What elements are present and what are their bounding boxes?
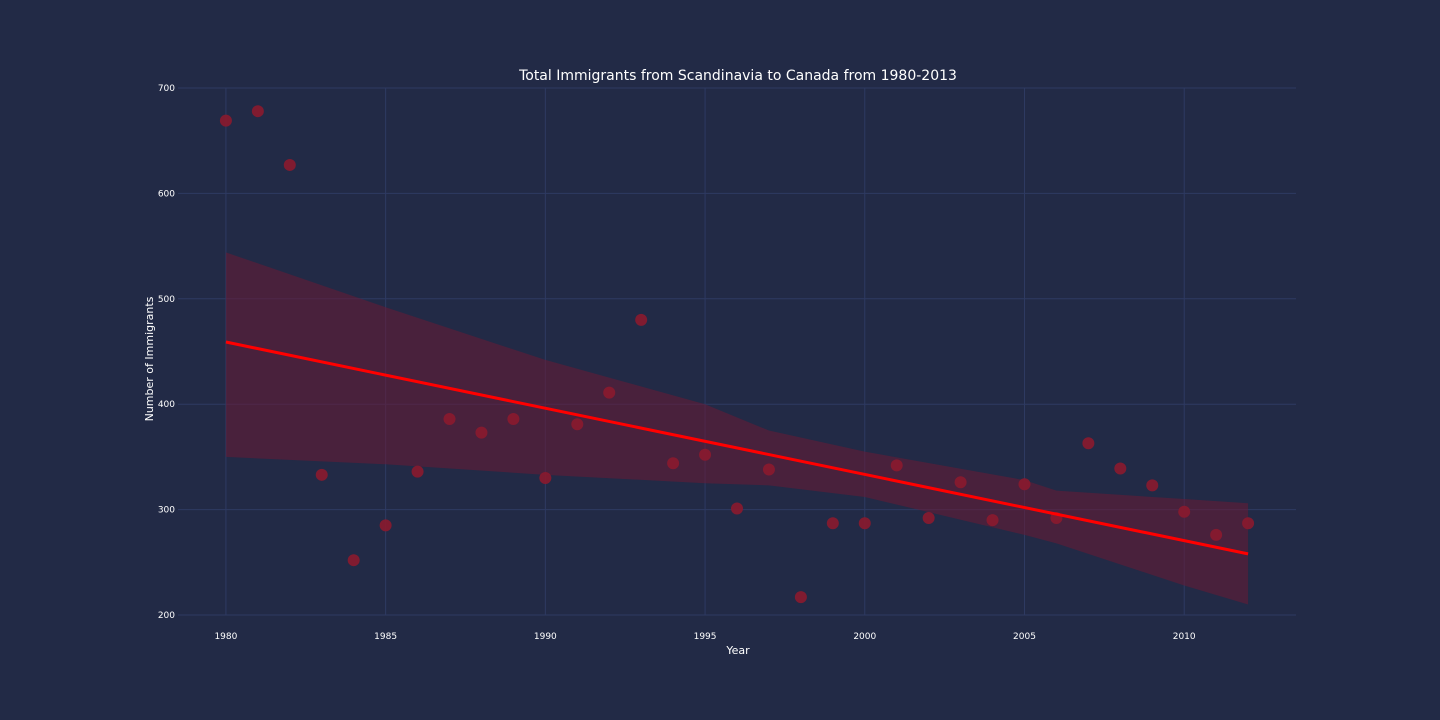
data-point <box>251 105 264 118</box>
y-axis-label: Number of Immigrants <box>143 296 156 421</box>
y-tick-label: 500 <box>158 295 175 305</box>
confidence-band-layer <box>225 252 1249 605</box>
regression-line <box>225 340 1249 556</box>
data-point <box>571 418 584 431</box>
x-axis-label: Year <box>725 644 750 657</box>
data-point <box>1018 478 1031 491</box>
data-point <box>1178 505 1191 518</box>
data-point <box>1114 462 1127 475</box>
data-point <box>1146 479 1159 492</box>
y-tick-label: 400 <box>158 400 175 410</box>
data-point <box>315 468 328 481</box>
data-point <box>762 463 775 476</box>
data-point <box>1082 437 1095 450</box>
y-tick-label: 600 <box>158 189 175 199</box>
data-point <box>699 448 712 461</box>
x-tick-label: 2010 <box>1173 632 1196 642</box>
data-point <box>603 386 616 399</box>
data-point <box>890 459 903 472</box>
data-point <box>283 158 296 171</box>
y-tick-label: 200 <box>158 611 175 621</box>
x-tick-label: 1985 <box>374 632 397 642</box>
confidence-band <box>225 252 1249 605</box>
data-point <box>219 114 232 127</box>
x-tick-label: 1980 <box>214 632 237 642</box>
data-point <box>379 519 392 532</box>
data-point <box>411 465 424 478</box>
y-tick-label: 700 <box>158 84 175 94</box>
data-point <box>1210 528 1223 541</box>
x-tick-label: 2005 <box>1013 632 1036 642</box>
regression-line-layer <box>225 340 1249 556</box>
data-point <box>475 426 488 439</box>
x-tick-label: 1990 <box>534 632 557 642</box>
data-point <box>731 502 743 515</box>
data-point <box>635 313 648 326</box>
data-point <box>986 514 999 527</box>
data-point <box>667 457 680 470</box>
x-tick-label: 2000 <box>853 632 876 642</box>
data-point <box>1242 517 1255 530</box>
tick-label-layer: 200 300 400 500 600 700 1980 1985 1990 1995 2000 20… <box>158 84 1196 642</box>
data-point <box>443 412 456 425</box>
data-point <box>826 517 839 530</box>
data-point <box>794 591 807 604</box>
y-tick-label: 300 <box>158 506 175 516</box>
data-point <box>507 412 520 425</box>
data-point <box>539 471 552 484</box>
chart-title: Total Immigrants from Scandinavia to Can… <box>518 68 957 84</box>
data-point <box>347 554 360 567</box>
data-point <box>922 512 935 525</box>
points-layer <box>219 105 1255 604</box>
data-point <box>954 476 967 489</box>
x-tick-label: 1995 <box>694 632 717 642</box>
data-point <box>858 517 871 530</box>
